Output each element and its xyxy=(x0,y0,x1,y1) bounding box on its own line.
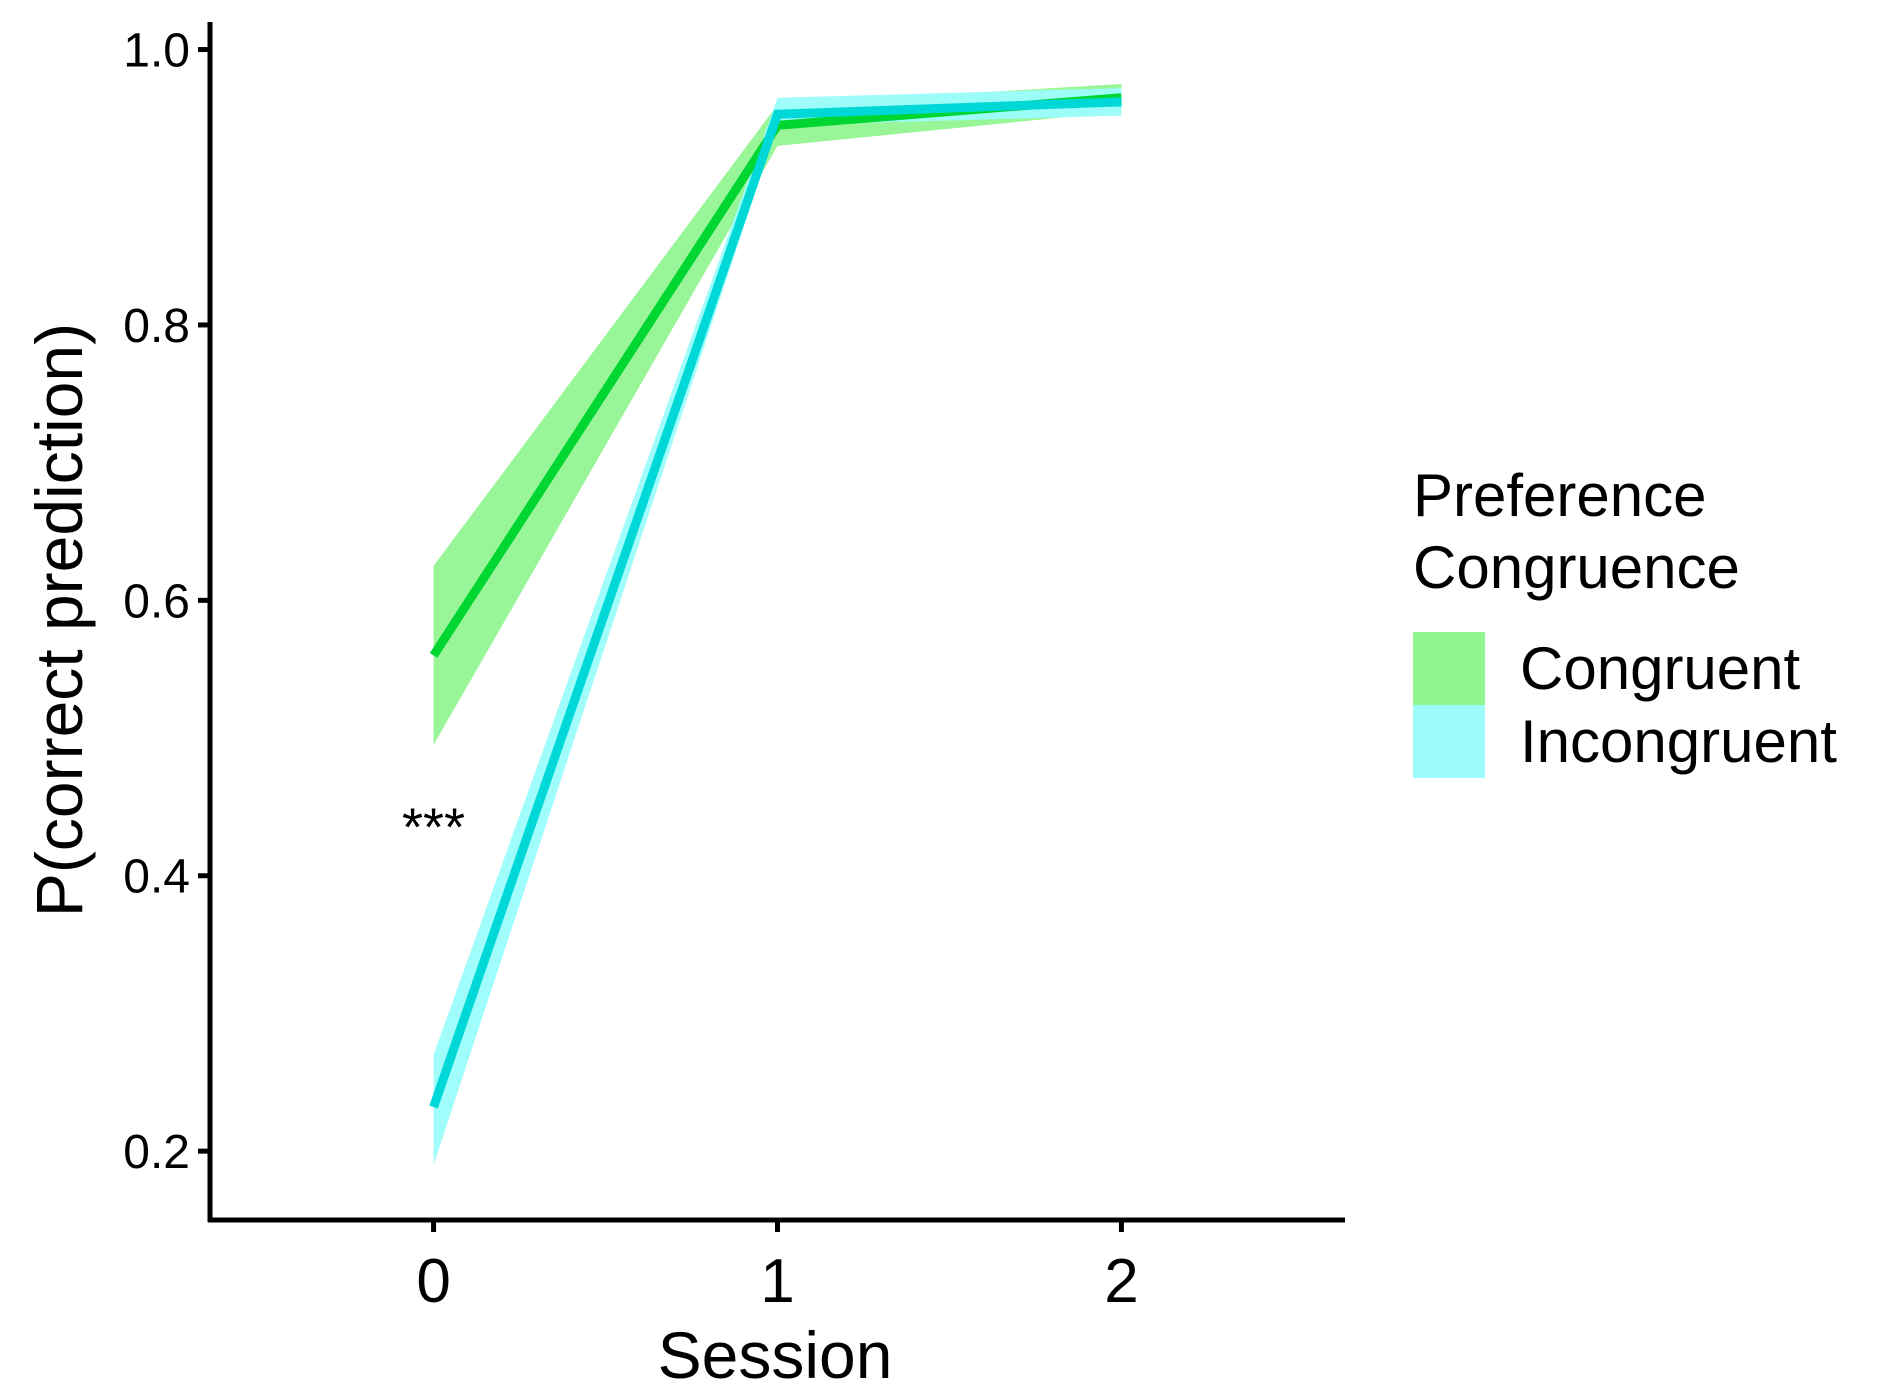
ribbon-incongruent xyxy=(433,88,1122,1165)
series-line-incongruent xyxy=(429,97,1122,1109)
axes: 0.2 0.4 0.6 0.8 1.0 0 1 2 xyxy=(123,22,1345,1316)
x-tick-label: 1 xyxy=(760,1247,794,1316)
x-tick-label: 2 xyxy=(1104,1247,1138,1316)
ribbon-congruent xyxy=(433,83,1122,745)
series-line-congruent xyxy=(429,93,1122,658)
y-tick-label: 0.8 xyxy=(123,300,190,353)
y-tick-label: 0.6 xyxy=(123,575,190,628)
legend-swatch-incongruent xyxy=(1413,705,1485,778)
legend-swatch-congruent xyxy=(1413,632,1485,705)
legend-label-congruent: Congruent xyxy=(1520,635,1801,702)
legend: Preference Congruence CongruentIncongruen… xyxy=(1413,462,1837,778)
y-axis-title: P(correct prediction) xyxy=(22,323,96,917)
significance-annotation: *** xyxy=(402,798,465,858)
x-axis-title: Session xyxy=(658,1318,893,1392)
legend-title: Preference Congruence xyxy=(1413,462,1740,601)
y-tick-label: 0.2 xyxy=(123,1126,190,1179)
x-tick-label: 0 xyxy=(416,1247,450,1316)
y-tick-label: 1.0 xyxy=(123,25,190,78)
plot-area: *** xyxy=(402,83,1122,1165)
legend-label-incongruent: Incongruent xyxy=(1520,708,1837,775)
y-tick-label: 0.4 xyxy=(123,851,190,904)
